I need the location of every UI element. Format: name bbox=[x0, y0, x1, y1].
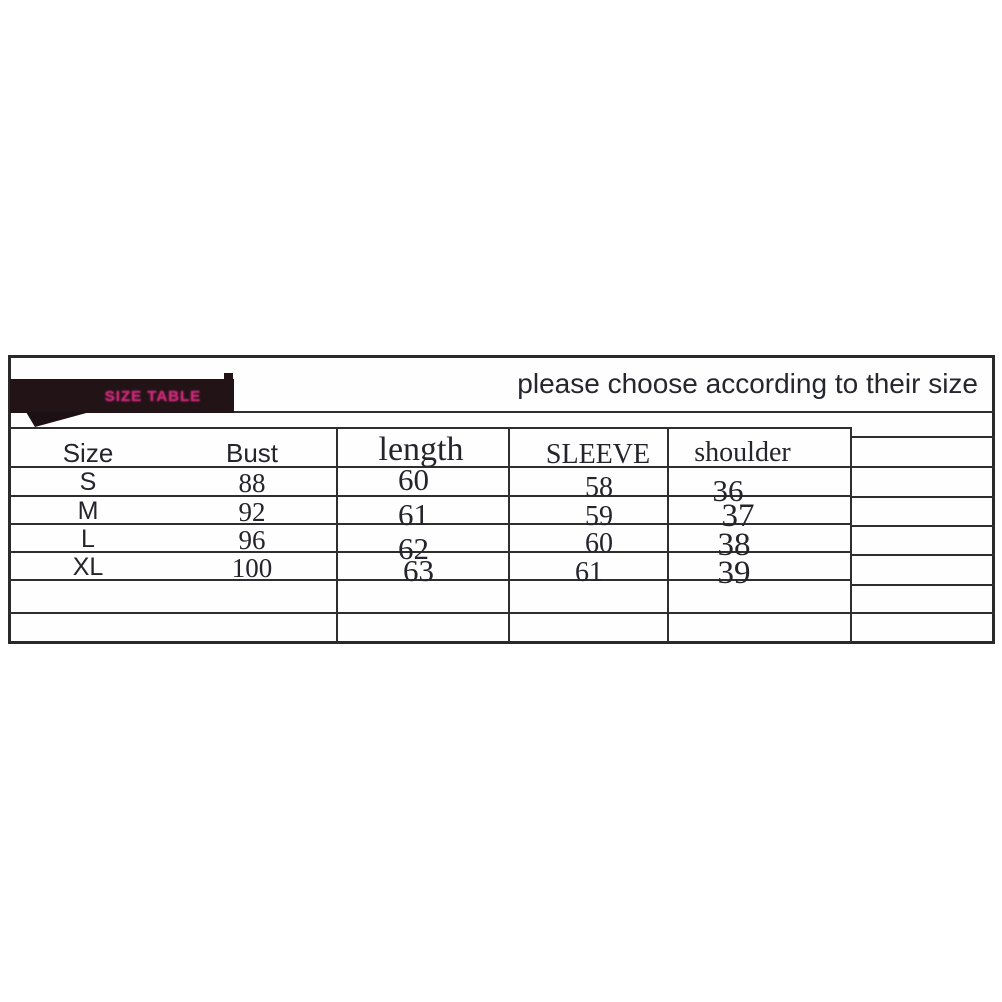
cell-row1-bust: 88 bbox=[238, 468, 266, 498]
header-length: length bbox=[378, 431, 464, 468]
grid-line-h bbox=[851, 496, 995, 498]
cell-row3-sleeve: 60 bbox=[585, 528, 613, 559]
banner-notch bbox=[224, 373, 233, 381]
header-bust: Bust bbox=[225, 438, 279, 468]
grid-line-h bbox=[851, 525, 995, 527]
cell-row2-bust: 92 bbox=[238, 497, 266, 527]
grid-line-h bbox=[8, 579, 851, 581]
header-sleeve: SLEEVE bbox=[545, 439, 651, 470]
grid-line-h bbox=[851, 554, 995, 556]
cell-row3-length: 62 bbox=[398, 531, 429, 566]
grid-line-h bbox=[8, 466, 995, 468]
cell-row1-shoulder: 36 bbox=[712, 473, 744, 508]
header-size: Size bbox=[62, 438, 114, 468]
cell-row2-length: 61 bbox=[398, 497, 429, 532]
banner-label: SIZE TABLE bbox=[104, 388, 202, 405]
cell-row2-shoulder: 37 bbox=[721, 498, 755, 534]
grid-line-h bbox=[851, 436, 995, 438]
cell-row3-shoulder: 38 bbox=[717, 527, 751, 563]
grid-line-h bbox=[851, 584, 995, 586]
cell-row4-size: XL bbox=[72, 553, 104, 581]
grid-line-h bbox=[8, 495, 851, 497]
grid-line-h bbox=[8, 411, 995, 413]
cell-row2-sleeve: 59 bbox=[585, 501, 613, 532]
cell-row3-bust: 96 bbox=[238, 525, 266, 555]
grid-line-h bbox=[8, 427, 851, 429]
grid-line-h bbox=[8, 612, 995, 614]
cell-row4-length: 63 bbox=[403, 553, 434, 588]
grid-line-v bbox=[667, 427, 669, 642]
size-table-banner bbox=[10, 379, 234, 413]
cell-row4-bust: 100 bbox=[231, 553, 273, 583]
cell-row1-length: 60 bbox=[398, 462, 429, 497]
cell-row4-shoulder: 39 bbox=[717, 555, 751, 591]
grid-line-v bbox=[850, 427, 852, 642]
grid-line-h bbox=[8, 551, 851, 553]
grid-line-v bbox=[508, 427, 510, 642]
cell-row4-sleeve: 61 bbox=[575, 557, 603, 588]
header-shoulder: shoulder bbox=[694, 437, 791, 468]
cell-row3-size: L bbox=[81, 525, 95, 553]
cell-row1-sleeve: 58 bbox=[585, 472, 613, 503]
grid-line-h bbox=[8, 523, 851, 525]
cell-row2-size: M bbox=[77, 497, 99, 525]
notice-text: please choose according to their size bbox=[517, 368, 978, 399]
cell-row1-size: S bbox=[79, 468, 97, 496]
grid-line-v bbox=[336, 427, 338, 642]
